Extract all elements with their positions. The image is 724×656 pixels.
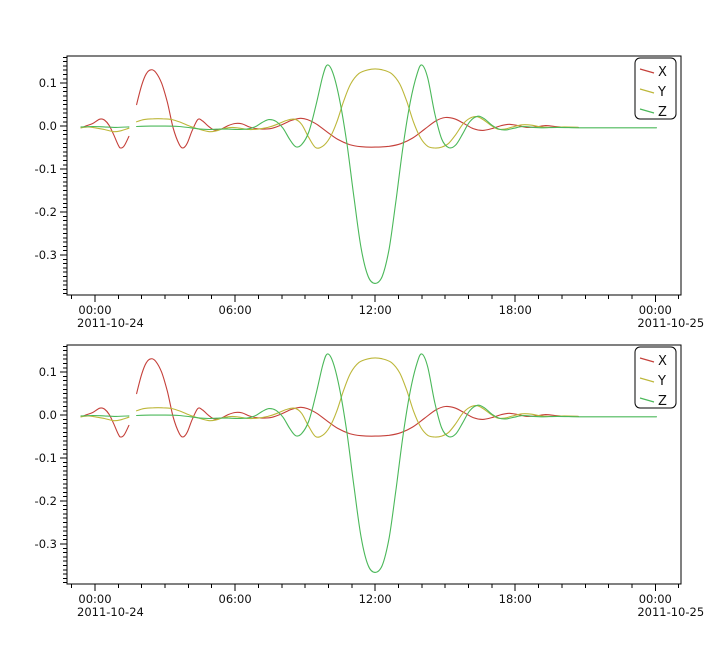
legend: XYZ [634,57,677,120]
legend-line-sample [639,88,655,94]
y-tick-label: -0.2 [35,494,57,508]
x-tick-label: 06:00 [219,303,252,317]
series-X-line [80,358,579,438]
x-tick-label: 18:00 [499,592,532,606]
legend-label: Y [657,374,666,389]
series-Y-line [80,68,579,149]
x-date-label: 2011-10-25 [637,605,704,619]
x-tick-label: 00:00 [639,303,672,317]
x-tick-label: 00:00 [639,592,672,606]
series-Z-line [80,64,658,284]
x-date-label: 2011-10-24 [77,605,144,619]
legend-label: Y [657,85,666,100]
legend-line-sample [639,68,655,74]
legend-label: X [658,354,667,369]
legend-label: X [658,65,667,80]
x-tick-label: 00:00 [78,592,111,606]
y-tick-label: -0.3 [35,537,57,551]
y-tick-label: -0.2 [35,205,57,219]
legend-label: Z [658,105,667,120]
y-tick-label: 0.0 [39,119,57,133]
x-date-label: 2011-10-24 [77,316,144,330]
y-tick-label: 0.1 [39,76,57,90]
legend-item-Z: Z [639,394,667,409]
legend-line-sample [639,377,655,383]
legend-line-sample [639,357,655,363]
x-tick-label: 12:00 [359,303,392,317]
axes [60,344,682,591]
x-tick-label: 18:00 [499,303,532,317]
legend-line-sample [639,397,655,403]
y-tick-label: -0.3 [35,248,57,262]
series-Z-line [80,353,658,573]
x-tick-label: 00:00 [78,303,111,317]
y-tick-label: 0.0 [39,408,57,422]
legend-item-Y: Y [639,374,666,389]
legend-item-Y: Y [639,85,666,100]
legend-item-X: X [639,354,667,369]
legend-label: Z [658,394,667,409]
y-tick-label: -0.1 [35,451,57,465]
x-date-label: 2011-10-25 [637,316,704,330]
legend-item-Z: Z [639,105,667,120]
x-tick-label: 06:00 [219,592,252,606]
legend: XYZ [634,346,677,409]
y-tick-label: -0.1 [35,162,57,176]
series-Y-line [80,357,579,438]
series-X-line [80,69,579,149]
y-tick-label: 0.1 [39,365,57,379]
axes [60,55,682,302]
legend-item-X: X [639,65,667,80]
x-tick-label: 12:00 [359,592,392,606]
legend-line-sample [639,108,655,114]
